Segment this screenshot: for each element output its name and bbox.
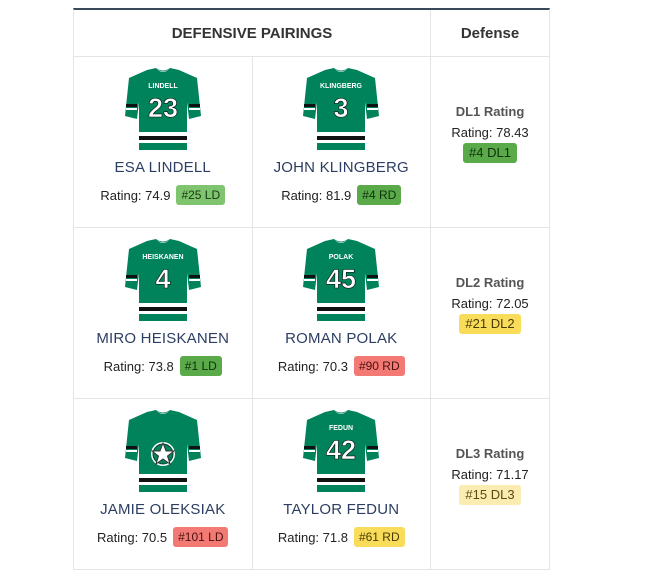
dl-rating: Rating: 71.17 (451, 466, 529, 482)
player-name[interactable]: MIRO HEISKANEN (96, 330, 230, 347)
player-card: LINDELL 23 ESA LINDELL Rating: 74.9 #25 … (74, 57, 252, 227)
rank-badge: #25 LD (176, 185, 226, 205)
dl-title: DL1 Rating (455, 103, 525, 119)
player-card: HEISKANEN 4 MIRO HEISKANEN Rating: 73.8 … (74, 228, 252, 398)
rank-badge: #1 LD (179, 356, 222, 376)
rank-badge: #101 LD (173, 527, 229, 547)
jersey-icon: LINDELL 23 (124, 68, 201, 150)
player-name[interactable]: JAMIE OLEKSIAK (100, 501, 226, 518)
player-rating: Rating: 74.9 (100, 187, 171, 203)
jersey-icon: POLAK 45 (303, 239, 380, 321)
rank-badge: #90 RD (353, 356, 405, 376)
player-rating: Rating: 73.8 (103, 358, 174, 374)
pairing-row: LINDELL 23 ESA LINDELL Rating: 74.9 #25 … (74, 57, 549, 228)
player-rating-line: Rating: 70.3 #90 RD (278, 356, 405, 376)
rank-badge: #4 RD (357, 185, 402, 205)
player-rating: Rating: 81.9 (281, 187, 352, 203)
dl-rating-cell: DL3 Rating Rating: 71.17 #15 DL3 (430, 399, 549, 569)
jersey-icon: KLINGBERG 3 (303, 68, 380, 150)
dl-rank-badge: #15 DL3 (459, 484, 521, 505)
jersey-icon (124, 410, 201, 492)
pairing-cell: LINDELL 23 ESA LINDELL Rating: 74.9 #25 … (74, 57, 430, 227)
player-name[interactable]: JOHN KLINGBERG (273, 159, 409, 176)
player-rating-line: Rating: 71.8 #61 RD (278, 527, 405, 547)
dl-rating-cell: DL2 Rating Rating: 72.05 #21 DL2 (430, 228, 549, 398)
defense-header: Defense (430, 10, 549, 56)
dl-rating: Rating: 78.43 (451, 124, 529, 140)
player-rating: Rating: 71.8 (277, 529, 348, 545)
dl-rating-cell: DL1 Rating Rating: 78.43 #4 DL1 (430, 57, 549, 227)
defensive-pairings-table: DEFENSIVE PAIRINGS Defense LINDELL 23 ES… (73, 8, 550, 570)
svg-text:45: 45 (326, 264, 356, 294)
player-card: JAMIE OLEKSIAK Rating: 70.5 #101 LD (74, 399, 252, 569)
player-name[interactable]: ROMAN POLAK (285, 330, 398, 347)
dl-rating: Rating: 72.05 (451, 295, 529, 311)
player-rating-line: Rating: 70.5 #101 LD (97, 527, 229, 547)
svg-text:42: 42 (326, 435, 356, 465)
player-card: KLINGBERG 3 JOHN KLINGBERG Rating: 81.9 … (251, 57, 431, 227)
player-rating-line: Rating: 73.8 #1 LD (104, 356, 222, 376)
player-name[interactable]: ESA LINDELL (114, 159, 211, 176)
table-header-row: DEFENSIVE PAIRINGS Defense (74, 10, 549, 57)
svg-text:23: 23 (148, 93, 178, 123)
dl-title: DL3 Rating (455, 445, 525, 461)
pairings-header: DEFENSIVE PAIRINGS (171, 24, 333, 42)
pairing-row: JAMIE OLEKSIAK Rating: 70.5 #101 LD FEDU… (74, 399, 549, 570)
svg-text:POLAK: POLAK (329, 254, 354, 261)
player-rating: Rating: 70.5 (97, 529, 168, 545)
player-rating-line: Rating: 74.9 #25 LD (100, 185, 226, 205)
jersey-icon: HEISKANEN 4 (124, 239, 201, 321)
jersey-icon: FEDUN 42 (303, 410, 380, 492)
pairing-row: HEISKANEN 4 MIRO HEISKANEN Rating: 73.8 … (74, 228, 549, 399)
player-rating: Rating: 70.3 (277, 358, 348, 374)
svg-text:KLINGBERG: KLINGBERG (320, 83, 363, 90)
svg-text:HEISKANEN: HEISKANEN (142, 254, 183, 261)
pairing-cell: JAMIE OLEKSIAK Rating: 70.5 #101 LD FEDU… (74, 399, 430, 569)
dl-title: DL2 Rating (455, 274, 525, 290)
player-card: POLAK 45 ROMAN POLAK Rating: 70.3 #90 RD (251, 228, 431, 398)
dl-rank-badge: #4 DL1 (463, 142, 517, 163)
rank-badge: #61 RD (353, 527, 405, 547)
svg-text:FEDUN: FEDUN (329, 425, 353, 432)
player-rating-line: Rating: 81.9 #4 RD (281, 185, 402, 205)
player-card: FEDUN 42 TAYLOR FEDUN Rating: 71.8 #61 R… (251, 399, 431, 569)
star-logo-icon (150, 441, 176, 466)
svg-text:LINDELL: LINDELL (148, 83, 178, 90)
svg-text:3: 3 (334, 93, 349, 123)
pairing-cell: HEISKANEN 4 MIRO HEISKANEN Rating: 73.8 … (74, 228, 430, 398)
dl-rank-badge: #21 DL2 (459, 313, 521, 334)
svg-text:4: 4 (155, 264, 170, 294)
player-name[interactable]: TAYLOR FEDUN (283, 501, 400, 518)
